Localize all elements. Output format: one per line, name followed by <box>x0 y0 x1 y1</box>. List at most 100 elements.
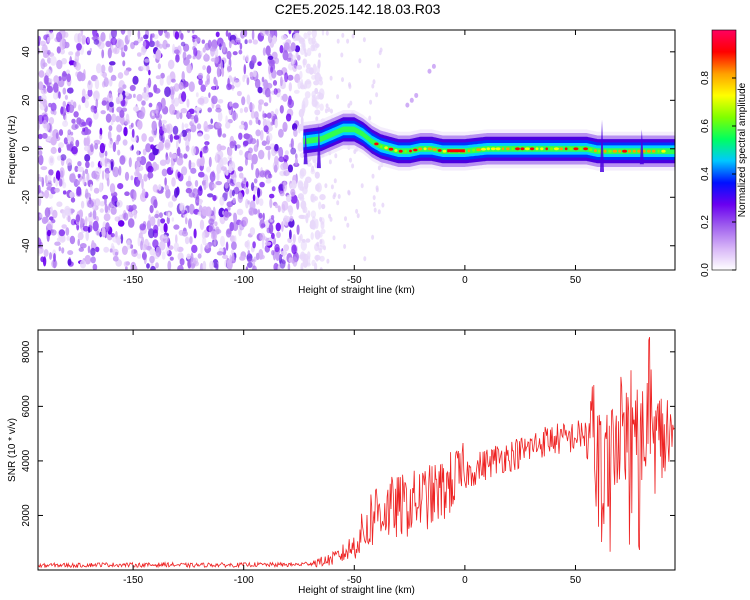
noise-blob <box>71 146 78 155</box>
noise-blob <box>136 52 142 57</box>
noise-blob <box>248 119 253 126</box>
noise-blob <box>179 112 183 120</box>
noise-blob <box>259 219 265 229</box>
noise-blob <box>103 246 110 253</box>
noise-blob <box>296 199 300 210</box>
noise-blob <box>371 234 375 240</box>
noise-blob <box>258 198 264 206</box>
noise-blob <box>372 195 376 201</box>
noise-blob <box>41 132 48 139</box>
noise-blob <box>310 168 316 175</box>
noise-blob <box>217 99 224 104</box>
noise-blob <box>164 177 167 187</box>
noise-blob <box>100 110 106 115</box>
noise-blob <box>267 132 273 142</box>
noise-blob <box>328 159 332 165</box>
noise-blob <box>67 250 74 256</box>
signal-hotspot <box>380 145 383 148</box>
noise-blob <box>191 162 196 169</box>
noise-blob <box>94 78 100 90</box>
noise-blob <box>288 30 292 35</box>
noise-blob <box>101 170 105 180</box>
noise-blob <box>42 99 48 108</box>
noise-blob <box>38 81 44 91</box>
y-tick-label: 8000 <box>21 340 32 363</box>
noise-blob <box>299 233 303 242</box>
noise-blob <box>185 180 192 187</box>
noise-blob <box>169 104 176 115</box>
noise-blob <box>123 69 130 76</box>
noise-blob <box>303 32 308 40</box>
noise-blob <box>55 132 59 140</box>
noise-blob <box>137 30 141 39</box>
noise-blob <box>39 213 43 219</box>
noise-blob <box>197 132 203 137</box>
noise-blob <box>116 124 123 133</box>
noise-blob <box>247 152 252 161</box>
noise-blob <box>405 102 410 108</box>
noise-blob <box>358 58 362 64</box>
noise-blob <box>153 84 158 93</box>
noise-blob <box>196 123 202 130</box>
noise-blob <box>105 40 111 48</box>
noise-blob <box>243 64 247 75</box>
noise-blob <box>194 180 199 187</box>
noise-blob <box>300 116 304 127</box>
noise-blob <box>236 90 242 97</box>
noise-blob <box>261 238 265 250</box>
noise-blob <box>53 75 60 84</box>
noise-blob <box>127 30 130 41</box>
noise-blob <box>178 30 182 39</box>
noise-blob <box>77 161 82 167</box>
noise-blob <box>110 37 117 46</box>
noise-blob <box>88 221 93 226</box>
noise-blob <box>76 180 80 186</box>
noise-blob <box>101 64 106 74</box>
noise-blob <box>154 213 160 219</box>
signal-hotspot <box>569 147 573 151</box>
noise-blob <box>204 125 210 133</box>
signal-hotspot <box>495 147 501 151</box>
y-tick-label: -20 <box>21 190 32 205</box>
noise-blob <box>67 215 71 223</box>
noise-blob <box>165 43 170 48</box>
noise-blob <box>194 107 202 111</box>
signal-artifact <box>303 129 308 165</box>
noise-blob <box>70 99 74 105</box>
noise-blob <box>169 151 172 158</box>
noise-blob <box>329 216 333 222</box>
noise-blob <box>85 161 90 169</box>
noise-blob <box>306 262 311 267</box>
noise-blob <box>347 103 351 109</box>
noise-blob <box>315 255 319 262</box>
noise-blob <box>249 210 253 215</box>
noise-blob <box>232 102 239 109</box>
noise-blob <box>283 244 290 252</box>
noise-blob <box>307 210 311 218</box>
noise-blob <box>130 122 134 128</box>
noise-blob <box>207 39 212 49</box>
x-axis-label: Height of straight line (km) <box>298 585 415 596</box>
colorbar: 0.0 0.2 0.4 0.6 0.8 Normalized spectral ampli… <box>700 29 748 277</box>
noise-blob <box>214 55 220 64</box>
noise-blob <box>239 108 244 114</box>
noise-blob <box>346 222 350 228</box>
noise-blob <box>285 113 292 122</box>
noise-blob <box>46 36 51 43</box>
noise-blob <box>198 78 203 86</box>
noise-blob <box>204 243 210 250</box>
noise-blob <box>257 119 261 126</box>
noise-blob <box>195 92 199 98</box>
noise-blob <box>291 191 296 197</box>
noise-blob <box>68 104 75 113</box>
signal-hotspot <box>524 147 530 151</box>
noise-blob <box>246 94 251 105</box>
noise-blob <box>130 175 134 181</box>
noise-blob <box>115 115 120 123</box>
noise-blob <box>54 241 61 246</box>
noise-blob <box>38 154 44 166</box>
noise-blob <box>297 35 302 41</box>
signal-hotspot <box>418 147 423 151</box>
noise-blob <box>174 31 180 40</box>
noise-blob <box>124 191 130 196</box>
